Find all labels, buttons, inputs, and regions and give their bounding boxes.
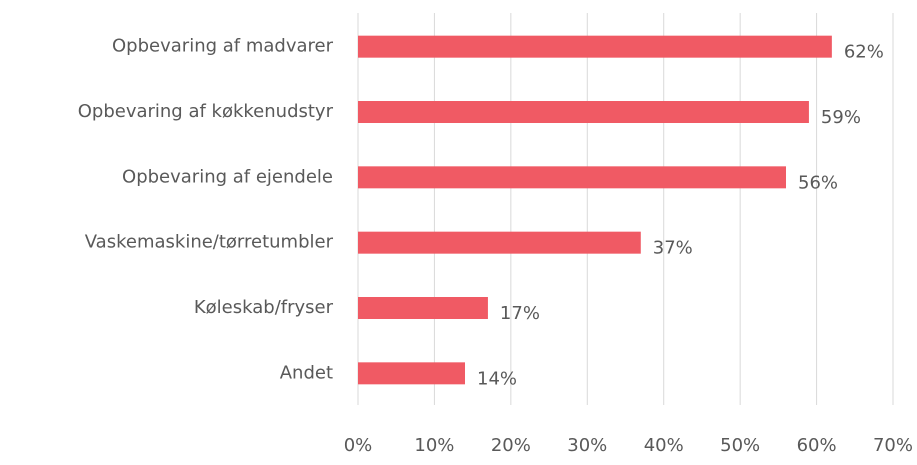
data-label: 37% — [653, 238, 693, 259]
data-label: 17% — [500, 303, 540, 324]
x-tick-label: 70% — [873, 435, 913, 456]
y-tick-label: Opbevaring af køkkenudstyr — [78, 101, 334, 122]
x-tick-label: 20% — [491, 435, 531, 456]
bar — [358, 101, 809, 123]
bar — [358, 35, 832, 58]
x-tick-label: 0% — [344, 435, 373, 456]
y-tick-label: Opbevaring af madvarer — [112, 36, 334, 57]
data-label: 14% — [477, 368, 517, 389]
bar — [358, 231, 641, 254]
bar — [358, 297, 488, 319]
x-tick-label: 30% — [567, 435, 607, 456]
y-tick-label: Vaskemaskine/tørretumbler — [85, 232, 334, 253]
x-tick-label: 10% — [414, 435, 454, 456]
x-tick-label: 40% — [644, 435, 684, 456]
y-tick-label: Opbevaring af ejendele — [122, 166, 333, 187]
y-tick-label: Andet — [280, 362, 333, 383]
data-label: 62% — [844, 42, 884, 63]
bar — [358, 166, 786, 189]
x-tick-label: 50% — [720, 435, 760, 456]
data-label: 59% — [821, 107, 861, 128]
bar — [358, 362, 465, 385]
y-tick-label: Køleskab/fryser — [194, 297, 334, 318]
data-label: 56% — [798, 172, 838, 193]
x-tick-label: 60% — [797, 435, 837, 456]
